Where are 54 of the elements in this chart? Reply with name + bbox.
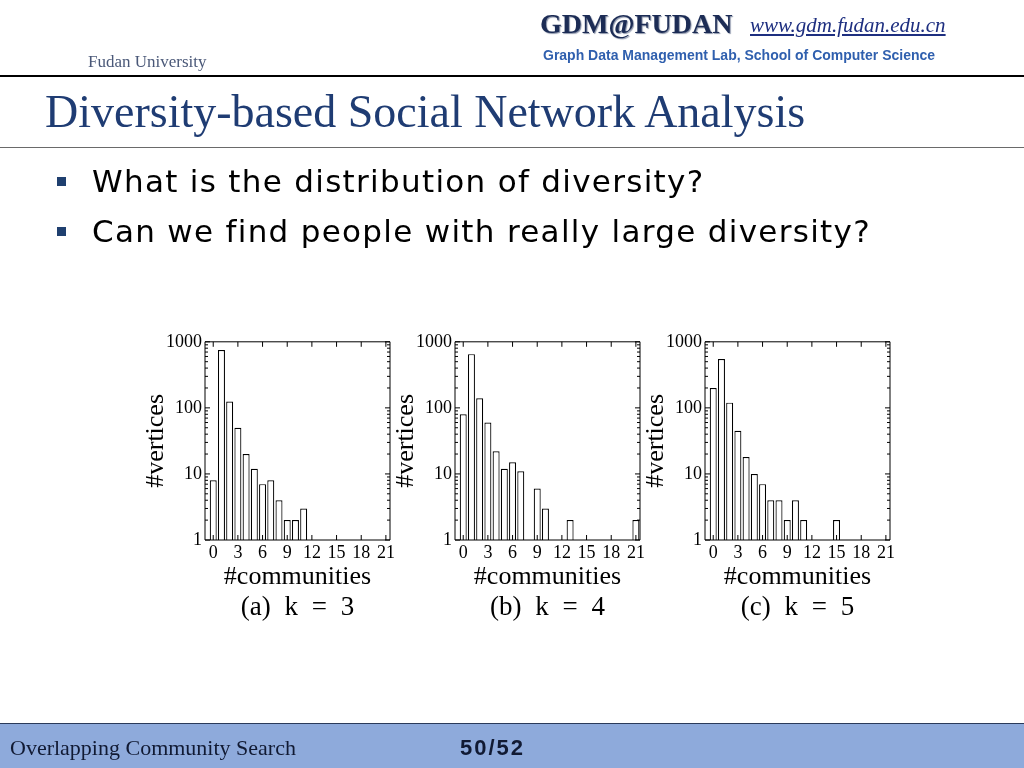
text: Can we find people with really large diversity?: [92, 212, 871, 251]
x-tick-label: 0: [208, 541, 218, 562]
x-tick-label: 6: [758, 541, 768, 562]
x-axis-title: #communities: [473, 560, 622, 590]
y-axis-title: #vertices: [639, 393, 669, 488]
x-tick-label: 12: [552, 541, 571, 562]
y-axis-title: #vertices: [139, 393, 169, 488]
y-tick-label: 1: [443, 528, 452, 549]
text: 50/52: [460, 735, 526, 761]
x-tick-label: 9: [532, 541, 542, 562]
x-tick-label: 21: [626, 541, 645, 562]
x-tick-label: 18: [352, 541, 371, 562]
y-tick-label: 100: [675, 396, 702, 417]
text: GDM@FUDAN: [540, 8, 733, 40]
x-tick-label: 9: [782, 541, 792, 562]
y-tick-label: 100: [175, 396, 202, 417]
text: What is the distribution of diversity?: [92, 162, 705, 201]
x-axis-title: #communities: [723, 560, 872, 590]
y-axis-title: #vertices: [389, 393, 419, 488]
text: (a) k = 3: [240, 591, 355, 621]
x-tick-label: 15: [827, 541, 846, 562]
x-tick-label: 9: [282, 541, 292, 562]
y-tick-label: 100: [425, 396, 452, 417]
text: (c) k = 5: [740, 591, 855, 621]
x-tick-label: 21: [876, 541, 895, 562]
text: Graph Data Management Lab, School of Computer Science: [543, 47, 936, 63]
x-tick-label: 21: [376, 541, 395, 562]
x-tick-label: 3: [733, 541, 743, 562]
x-tick-label: 3: [483, 541, 493, 562]
y-tick-label: 1: [193, 528, 202, 549]
text: www.gdm.fudan.edu.cn: [750, 13, 946, 38]
x-tick-label: 12: [802, 541, 821, 562]
y-tick-label: 10: [184, 462, 202, 483]
x-tick-label: 0: [708, 541, 718, 562]
x-tick-label: 6: [508, 541, 518, 562]
text: Fudan University: [88, 52, 207, 72]
x-axis-title: #communities: [223, 560, 372, 590]
text: (b) k = 4: [490, 591, 605, 621]
x-tick-label: 18: [852, 541, 871, 562]
y-tick-label: 10: [684, 462, 702, 483]
x-tick-label: 3: [233, 541, 243, 562]
x-tick-label: 18: [602, 541, 621, 562]
text: Diversity-based Social Network Analysis: [45, 85, 806, 139]
y-tick-label: 10: [434, 462, 452, 483]
x-tick-label: 15: [577, 541, 596, 562]
y-tick-label: 1000: [666, 330, 702, 351]
y-tick-label: 1000: [416, 330, 452, 351]
x-tick-label: 0: [458, 541, 468, 562]
x-tick-label: 6: [258, 541, 268, 562]
x-tick-label: 12: [302, 541, 321, 562]
x-tick-label: 15: [327, 541, 346, 562]
text: Overlapping Community Search: [10, 735, 296, 761]
y-tick-label: 1000: [166, 330, 202, 351]
y-tick-label: 1: [693, 528, 702, 549]
